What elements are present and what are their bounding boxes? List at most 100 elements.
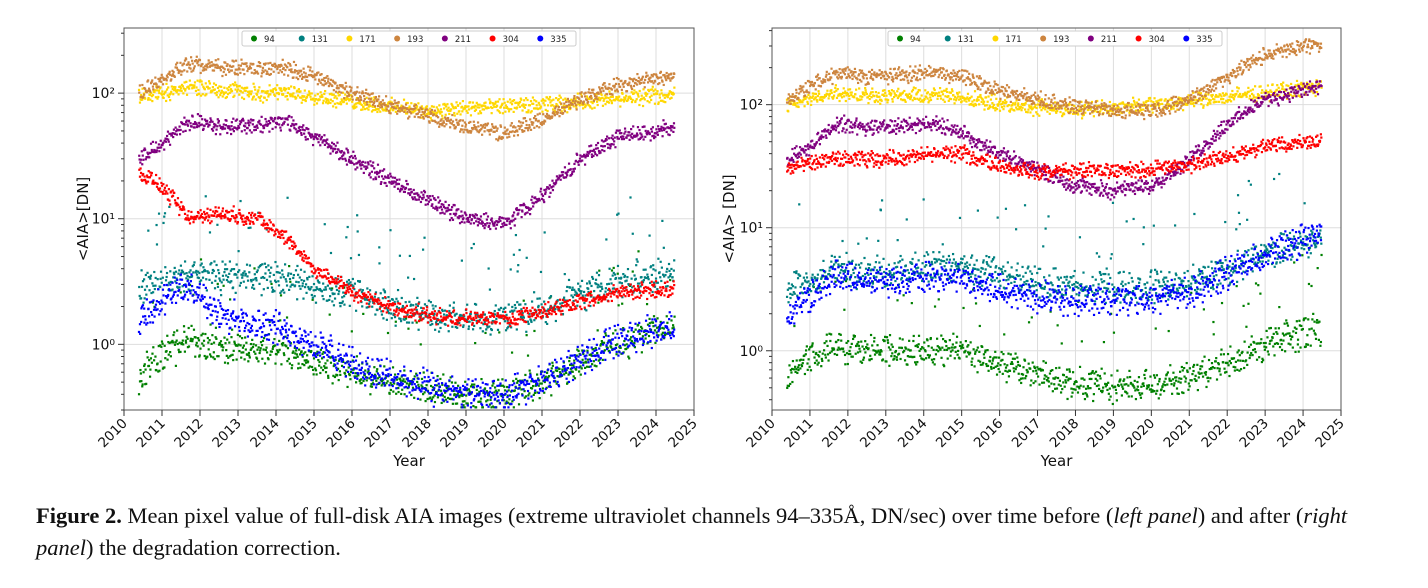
data-point: [586, 150, 589, 154]
data-point: [235, 263, 238, 266]
data-point: [437, 196, 440, 199]
data-point: [631, 137, 634, 140]
data-point: [372, 161, 375, 164]
data-point: [207, 87, 210, 90]
data-point: [471, 383, 474, 386]
data-point: [649, 139, 652, 142]
data-point: [174, 201, 178, 204]
data-point: [642, 268, 645, 271]
data-point: [296, 94, 300, 97]
data-point: [661, 326, 664, 330]
data-point: [208, 215, 211, 219]
data-point: [299, 366, 302, 369]
data-point: [327, 84, 331, 88]
data-point: [567, 373, 570, 376]
data-point: [618, 129, 621, 132]
data-point: [454, 106, 457, 110]
data-point: [499, 306, 503, 310]
data-point: [422, 193, 425, 196]
data-point: [182, 325, 186, 328]
data-point: [406, 101, 409, 105]
data-point: [425, 114, 428, 118]
data-point: [279, 88, 282, 91]
data-point: [443, 309, 447, 312]
data-point: [481, 126, 484, 129]
data-point: [460, 220, 463, 224]
data-point: [264, 348, 267, 352]
data-point: [370, 110, 374, 113]
data-point: [589, 91, 592, 94]
data-point: [469, 385, 473, 388]
data-point: [508, 398, 511, 401]
data-point: [357, 253, 361, 257]
data-point: [146, 175, 149, 179]
data-point: [285, 94, 289, 98]
data-point: [164, 140, 168, 143]
data-point: [554, 319, 557, 323]
data-point: [557, 108, 560, 111]
data-point: [653, 102, 657, 105]
data-point: [186, 124, 190, 127]
data-point: [600, 282, 603, 285]
data-point: [596, 147, 599, 150]
data-point: [330, 288, 333, 292]
data-point: [669, 97, 672, 100]
data-point: [638, 332, 641, 335]
data-point: [342, 284, 345, 287]
data-point: [571, 370, 574, 373]
data-point: [364, 92, 367, 95]
data-point: [182, 62, 185, 65]
data-point: [236, 90, 239, 93]
data-point: [201, 221, 204, 224]
data-point: [437, 121, 440, 124]
data-point: [143, 93, 146, 96]
data-point: [339, 151, 343, 154]
data-point: [639, 99, 642, 102]
data-point: [414, 109, 417, 112]
data-point: [530, 380, 533, 383]
data-point: [177, 71, 180, 75]
data-point: [635, 132, 639, 135]
data-point: [481, 108, 484, 111]
data-point: [218, 66, 222, 70]
data-point: [365, 302, 368, 305]
data-point: [471, 105, 474, 109]
data-point: [416, 192, 419, 195]
data-point: [405, 101, 408, 105]
data-point: [289, 235, 293, 239]
data-point: [544, 321, 547, 324]
data-point: [550, 394, 553, 397]
data-point: [630, 135, 633, 139]
data-point: [387, 109, 390, 112]
data-point: [248, 129, 252, 132]
data-point: [457, 384, 460, 387]
data-point: [353, 375, 356, 378]
data-point: [322, 282, 325, 285]
data-point: [339, 284, 342, 288]
data-point: [534, 119, 537, 122]
data-point: [298, 96, 302, 99]
data-point: [222, 123, 225, 126]
data-point: [276, 117, 280, 120]
data-point: [554, 182, 557, 186]
data-point: [523, 389, 526, 393]
data-point: [498, 98, 501, 101]
data-point: [491, 101, 494, 105]
data-point: [671, 324, 675, 327]
data-point: [180, 341, 184, 345]
data-point: [600, 343, 603, 346]
data-point: [669, 79, 672, 82]
data-point: [569, 367, 572, 370]
data-point: [324, 89, 327, 93]
data-point: [239, 71, 242, 75]
data-point: [207, 219, 210, 222]
data-point: [343, 372, 347, 375]
data-point: [322, 78, 325, 81]
data-point: [158, 177, 161, 180]
data-point: [633, 77, 636, 80]
data-point: [149, 171, 152, 174]
data-point: [613, 140, 616, 143]
data-point: [171, 132, 174, 135]
data-point: [257, 61, 261, 64]
data-point: [187, 219, 191, 222]
